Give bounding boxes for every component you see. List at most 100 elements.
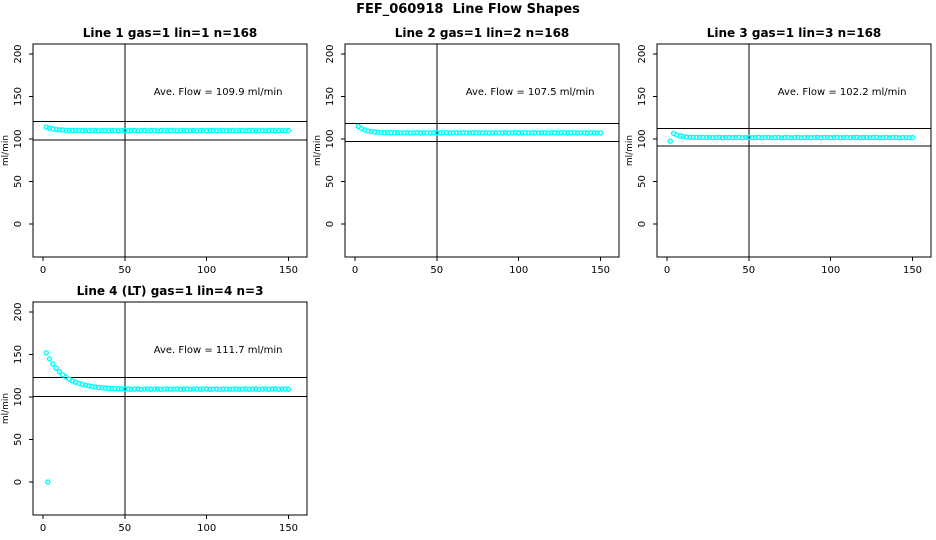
y-tick-label: 200 (13, 44, 24, 63)
data-points (43, 124, 292, 134)
data-point (778, 135, 785, 141)
data-point (92, 127, 99, 134)
ave-flow-annotation: Ave. Flow = 102.2 ml/min (778, 87, 907, 98)
data-point (690, 134, 696, 141)
data-point (118, 127, 125, 134)
subplot-line2-plot-area: 0 50 100 150 0 50 100 150 200 ml/min Ave. Flow = 1… (313, 43, 620, 276)
data-point (230, 386, 236, 392)
data-points (43, 350, 292, 485)
x-tick-label: 150 (591, 265, 610, 276)
subplot-line4: Line 4 (LT) gas=1 lin=4 n=3 0 50 100 150 0 50… (0, 282, 312, 540)
y-axis-label: ml/min (625, 135, 635, 166)
plot-box (656, 43, 932, 258)
data-point (154, 128, 161, 134)
data-point (253, 128, 259, 134)
ave-flow-annotation: Ave. Flow = 107.5 ml/min (466, 87, 595, 98)
data-point (597, 130, 604, 136)
subplot-line4-title: Line 4 (LT) gas=1 lin=4 n=3 (76, 284, 264, 298)
subplot-line3-plot-area: 0 50 100 150 0 50 100 150 200 ml/min Ave. Flow = 1… (625, 43, 932, 276)
data-point (551, 129, 558, 136)
data-point (141, 127, 148, 134)
data-point (69, 127, 76, 134)
data-points (667, 130, 916, 144)
data-point (466, 130, 473, 136)
data-point (59, 371, 66, 378)
data-point (801, 134, 808, 141)
data-point (239, 386, 246, 392)
ave-flow-annotation: Ave. Flow = 111.7 ml/min (154, 345, 283, 356)
data-point (578, 130, 584, 136)
data-point (827, 134, 834, 141)
x-tick-label: 100 (821, 265, 840, 276)
data-point (141, 386, 148, 392)
data-point (404, 129, 411, 136)
data-point (453, 129, 460, 136)
data-point (430, 130, 437, 136)
data-point (279, 127, 285, 134)
y-tick-label: 150 (13, 345, 24, 364)
data-point (368, 128, 375, 135)
y-tick-label: 0 (13, 221, 24, 227)
y-tick-label: 100 (13, 387, 24, 406)
data-point (765, 134, 772, 141)
subplot-line1-title: Line 1 gas=1 lin=1 n=168 (82, 26, 258, 40)
plot-box (344, 43, 620, 258)
data-point (903, 134, 909, 141)
y-tick-label: 100 (325, 129, 336, 148)
subplot-line3: Line 3 gas=1 lin=3 n=168 0 50 100 150 0 50 100… (624, 24, 936, 282)
x-tick-label: 100 (509, 265, 528, 276)
x-tick-label: 100 (197, 265, 216, 276)
y-tick-label: 0 (637, 221, 648, 227)
data-point (239, 127, 246, 134)
data-point (177, 127, 184, 134)
data-point (203, 386, 210, 392)
x-tick-label: 50 (118, 523, 131, 534)
data-point (854, 134, 860, 141)
data-point (791, 134, 798, 141)
y-axis-label: ml/min (1, 135, 11, 166)
x-tick-label: 50 (430, 265, 443, 276)
data-point (890, 134, 896, 141)
data-point (285, 386, 292, 393)
y-tick-label: 100 (13, 129, 24, 148)
y-tick-label: 50 (637, 175, 648, 188)
data-point (693, 134, 700, 141)
data-point (378, 129, 384, 136)
data-point (863, 134, 870, 141)
y-axis-label: ml/min (1, 393, 11, 424)
data-point (167, 127, 174, 134)
subplot-line1: Line 1 gas=1 lin=1 n=168 0 50 100 150 0 50 100… (0, 24, 312, 282)
data-point (667, 138, 673, 144)
data-point (279, 386, 285, 392)
data-point (680, 133, 687, 140)
data-point (230, 127, 236, 134)
x-tick-label: 50 (118, 265, 131, 276)
data-point (190, 386, 197, 392)
data-point (118, 386, 125, 392)
x-tick-label: 0 (664, 265, 670, 276)
data-point (266, 127, 272, 134)
data-point (489, 130, 496, 136)
y-axis-label: ml/min (313, 135, 323, 166)
data-point (56, 368, 63, 375)
x-tick-label: 0 (40, 265, 46, 276)
data-point (92, 384, 99, 390)
data-point (814, 134, 821, 141)
data-point (529, 130, 535, 136)
y-tick-label: 50 (325, 175, 336, 188)
x-tick-label: 0 (352, 265, 358, 276)
data-point (79, 127, 86, 134)
data-point (591, 129, 597, 136)
data-point (752, 134, 759, 141)
data-point (565, 130, 571, 136)
data-point (696, 134, 703, 141)
data-point (217, 386, 223, 393)
plot-box (32, 43, 308, 258)
data-point (177, 386, 184, 393)
data-point (716, 134, 723, 141)
data-point (417, 130, 424, 136)
y-tick-label: 150 (637, 87, 648, 106)
x-tick-label: 150 (279, 265, 298, 276)
data-point (50, 361, 56, 367)
